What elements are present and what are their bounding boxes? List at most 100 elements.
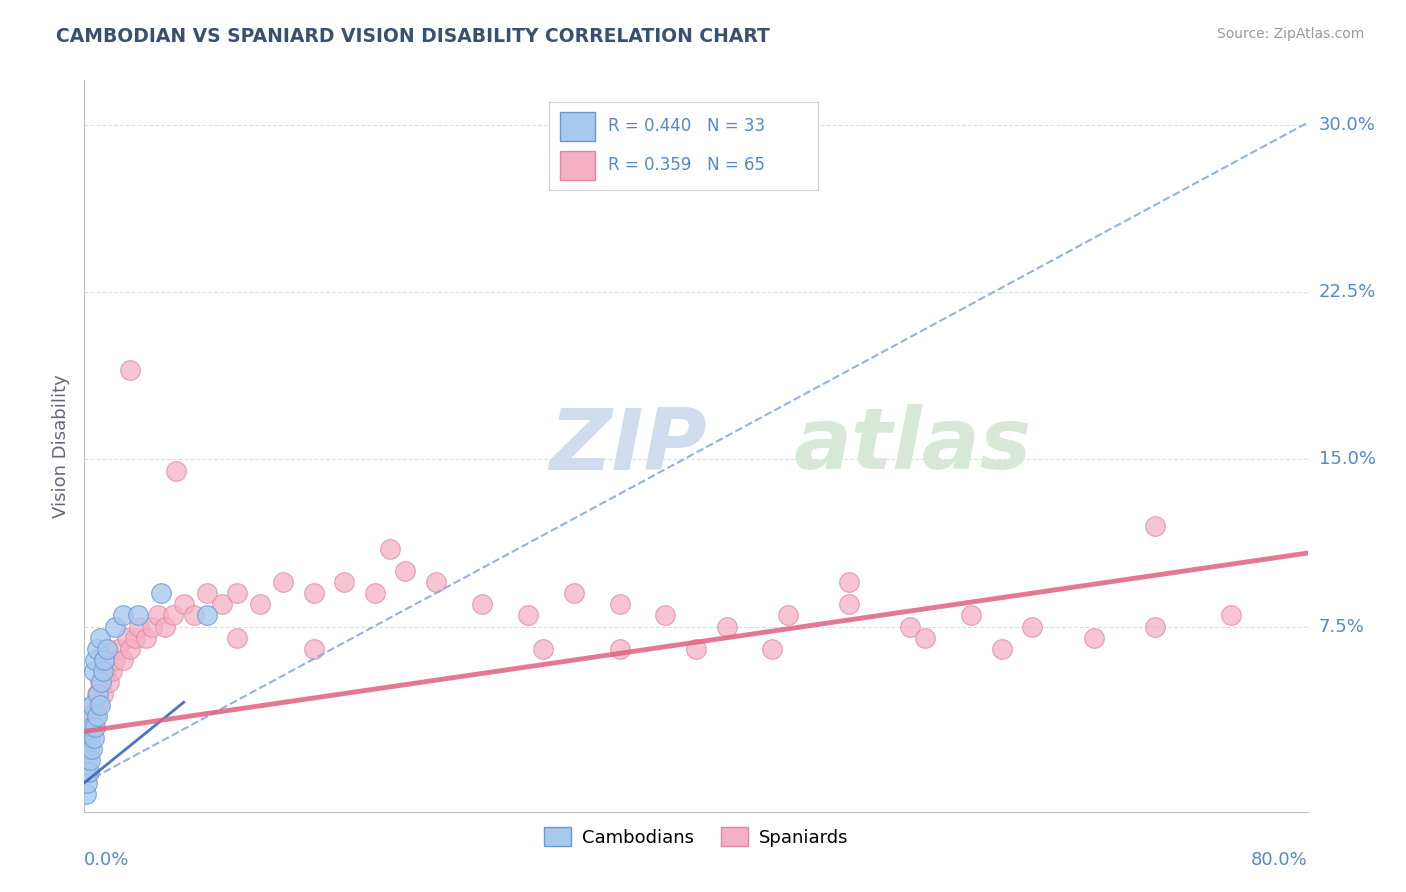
Point <box>80 698 103 712</box>
Point <box>111 653 134 667</box>
Point <box>75 764 97 779</box>
Point <box>84 653 107 667</box>
Point <box>364 586 387 600</box>
Point <box>1143 619 1166 633</box>
Point <box>562 586 585 600</box>
Point <box>302 586 325 600</box>
Point <box>91 687 114 701</box>
Point <box>89 631 111 645</box>
Point <box>654 608 676 623</box>
Point <box>146 608 169 623</box>
Point <box>271 575 294 590</box>
Point <box>77 720 100 734</box>
Point <box>120 642 142 657</box>
Point <box>83 731 105 746</box>
Point <box>226 631 249 645</box>
Point <box>380 541 402 556</box>
Legend: Cambodians, Spaniards: Cambodians, Spaniards <box>537 820 855 854</box>
Point <box>898 619 921 633</box>
Point <box>97 675 120 690</box>
Point <box>76 753 98 767</box>
Point <box>93 653 115 667</box>
Point <box>87 698 110 712</box>
Point <box>211 598 233 612</box>
Point <box>86 642 108 657</box>
Point <box>249 598 271 612</box>
Point <box>1143 519 1166 533</box>
Text: 7.5%: 7.5% <box>1319 617 1365 636</box>
Point <box>531 642 554 657</box>
Point <box>80 720 103 734</box>
Point <box>471 598 494 612</box>
Point <box>111 608 134 623</box>
Point <box>77 720 100 734</box>
Point <box>80 720 103 734</box>
Point <box>761 642 783 657</box>
Text: 80.0%: 80.0% <box>1251 851 1308 869</box>
Point <box>183 608 205 623</box>
Point <box>86 687 108 701</box>
Text: 15.0%: 15.0% <box>1319 450 1375 468</box>
Point <box>77 742 100 756</box>
Point <box>76 731 98 746</box>
Point <box>149 586 172 600</box>
Point <box>195 608 218 623</box>
Point <box>165 464 187 478</box>
Point <box>83 698 105 712</box>
Point <box>1083 631 1105 645</box>
Point <box>80 742 103 756</box>
Point <box>135 631 157 645</box>
Point <box>76 731 98 746</box>
Point <box>394 564 416 578</box>
Point <box>776 608 799 623</box>
Point <box>79 731 101 746</box>
Point <box>1021 619 1043 633</box>
Point <box>716 619 738 633</box>
Point <box>128 619 150 633</box>
Point <box>79 753 101 767</box>
Point <box>87 687 110 701</box>
Point <box>333 575 356 590</box>
Point <box>75 742 97 756</box>
Point <box>79 708 101 723</box>
Point <box>127 608 149 623</box>
Point <box>1220 608 1243 623</box>
Text: 30.0%: 30.0% <box>1319 116 1375 134</box>
Point <box>141 619 163 633</box>
Point <box>195 586 218 600</box>
Point <box>124 631 146 645</box>
Point <box>75 742 97 756</box>
Y-axis label: Vision Disability: Vision Disability <box>52 374 70 518</box>
Point <box>173 598 195 612</box>
Point <box>226 586 249 600</box>
Point <box>91 664 114 679</box>
Point <box>838 598 860 612</box>
Point <box>79 708 101 723</box>
Point <box>302 642 325 657</box>
Point <box>94 664 117 679</box>
Point <box>609 642 631 657</box>
Point <box>84 708 107 723</box>
Point <box>107 642 129 657</box>
Point <box>104 619 127 633</box>
Point <box>425 575 447 590</box>
Point <box>90 675 112 690</box>
Point <box>120 363 142 377</box>
Point <box>104 653 127 667</box>
Point <box>83 664 105 679</box>
Text: CAMBODIAN VS SPANIARD VISION DISABILITY CORRELATION CHART: CAMBODIAN VS SPANIARD VISION DISABILITY … <box>56 27 770 45</box>
Point <box>86 708 108 723</box>
Text: Source: ZipAtlas.com: Source: ZipAtlas.com <box>1216 27 1364 41</box>
Point <box>89 675 111 690</box>
Point <box>516 608 538 623</box>
Point <box>101 664 124 679</box>
Point <box>838 575 860 590</box>
Point <box>914 631 936 645</box>
Point <box>75 787 97 801</box>
Point <box>155 619 177 633</box>
Point <box>76 776 98 790</box>
Text: 0.0%: 0.0% <box>84 851 129 869</box>
Point <box>84 720 107 734</box>
Point <box>609 598 631 612</box>
Point <box>96 642 118 657</box>
